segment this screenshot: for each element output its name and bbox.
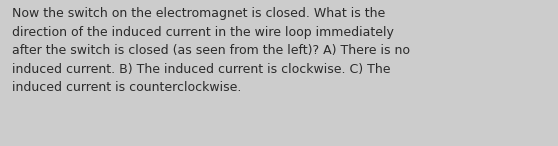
Text: Now the switch on the electromagnet is closed. What is the
direction of the indu: Now the switch on the electromagnet is c…	[12, 7, 410, 94]
